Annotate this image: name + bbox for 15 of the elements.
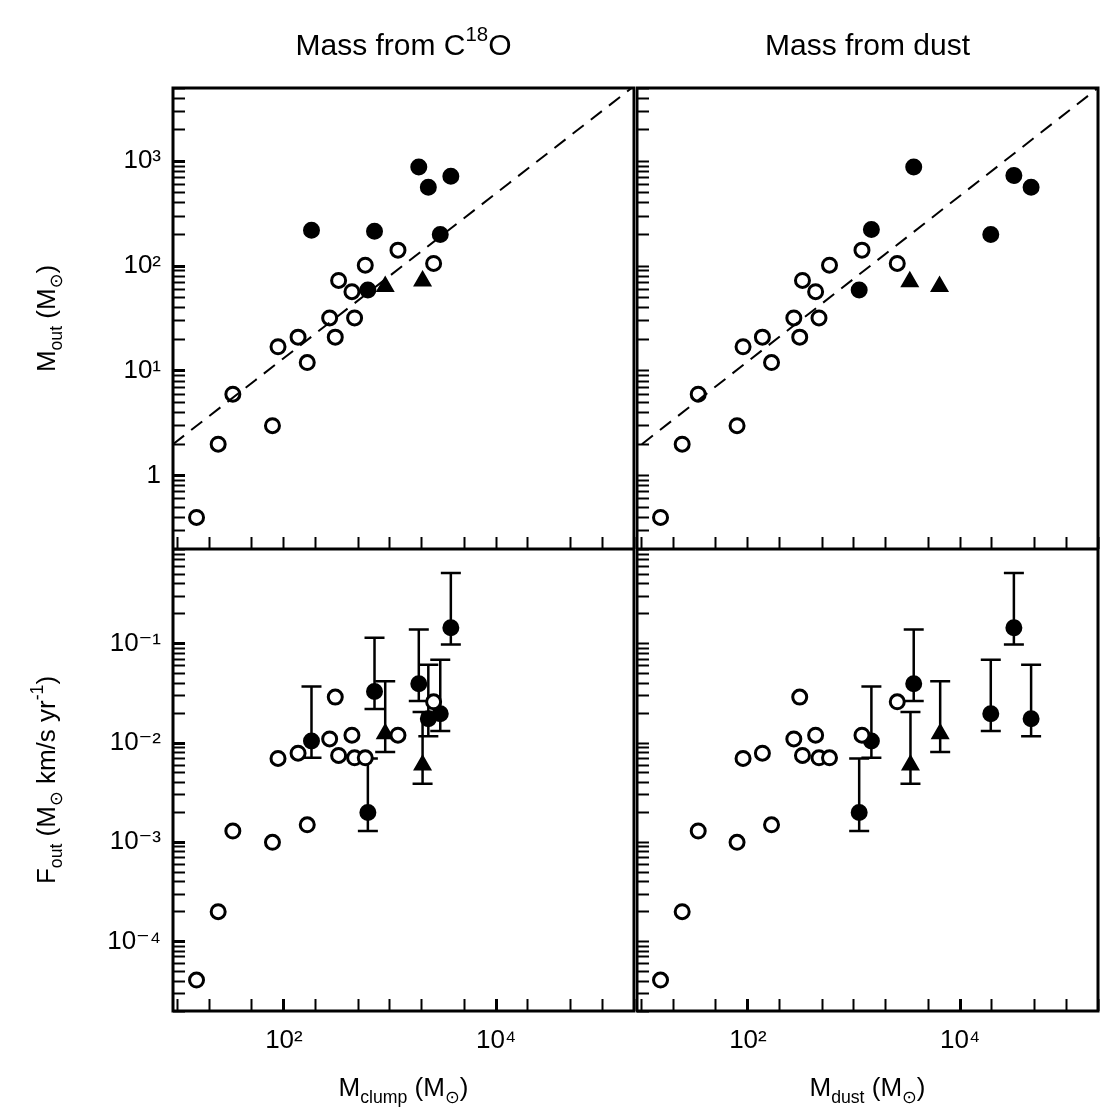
y-axis-title: Fout (M⊙ km/s yr-1) (27, 675, 66, 885)
y-tick-label: 10³ (123, 144, 162, 175)
y-tick-label: 10¹ (123, 354, 162, 385)
y-axis-title: Mout (M⊙) (31, 264, 66, 373)
x-tick-label: 10⁴ (475, 1023, 517, 1054)
y-tick-label: 10² (123, 249, 162, 280)
x-tick-label: 10² (729, 1023, 768, 1054)
y-tick-label: 1 (146, 458, 161, 489)
x-tick-label: 10⁴ (939, 1023, 981, 1054)
y-tick-label: 10⁻⁴ (107, 924, 161, 955)
x-tick-label: 10² (265, 1023, 304, 1054)
y-tick-label: 10⁻³ (109, 825, 162, 856)
y-tick-label: 10⁻² (109, 726, 162, 757)
chart-title: Mass from dust (764, 27, 971, 61)
y-tick-label: 10⁻¹ (109, 626, 162, 657)
